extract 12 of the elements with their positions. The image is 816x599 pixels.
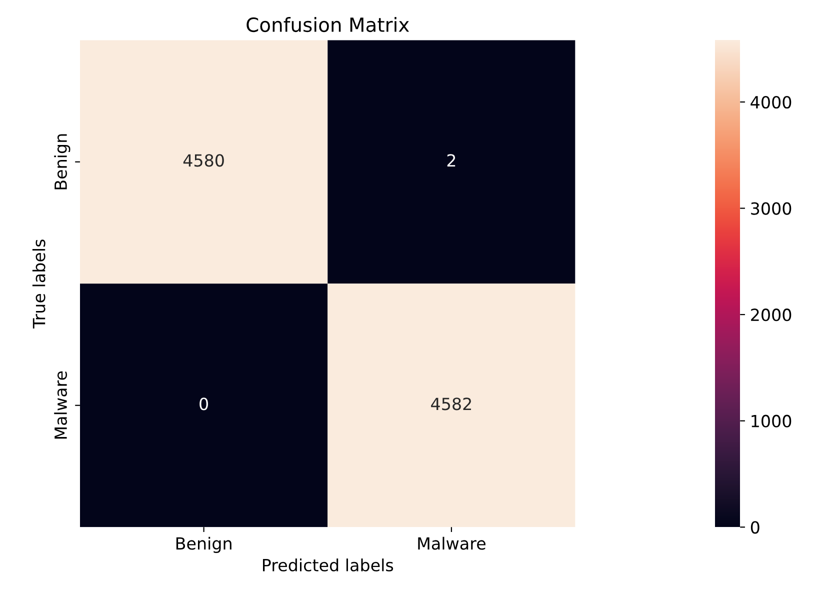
x-axis-title: Predicted labels (263, 558, 394, 572)
data-label: 4582 (431, 398, 471, 410)
color-bar-label: 1000 (752, 414, 792, 428)
color-bar-label: 0 (750, 521, 760, 534)
data-label: 4580 (183, 154, 224, 167)
data-label: 2 (447, 154, 456, 166)
data-label: 0 (200, 398, 208, 410)
color-bar-label: 3000 (751, 202, 792, 215)
y-axis-title: True labels (32, 240, 46, 329)
color-bar-label: 2000 (751, 308, 792, 322)
color-bar-label: 4000 (750, 96, 792, 109)
chart-title: Confusion Matrix (246, 17, 410, 32)
